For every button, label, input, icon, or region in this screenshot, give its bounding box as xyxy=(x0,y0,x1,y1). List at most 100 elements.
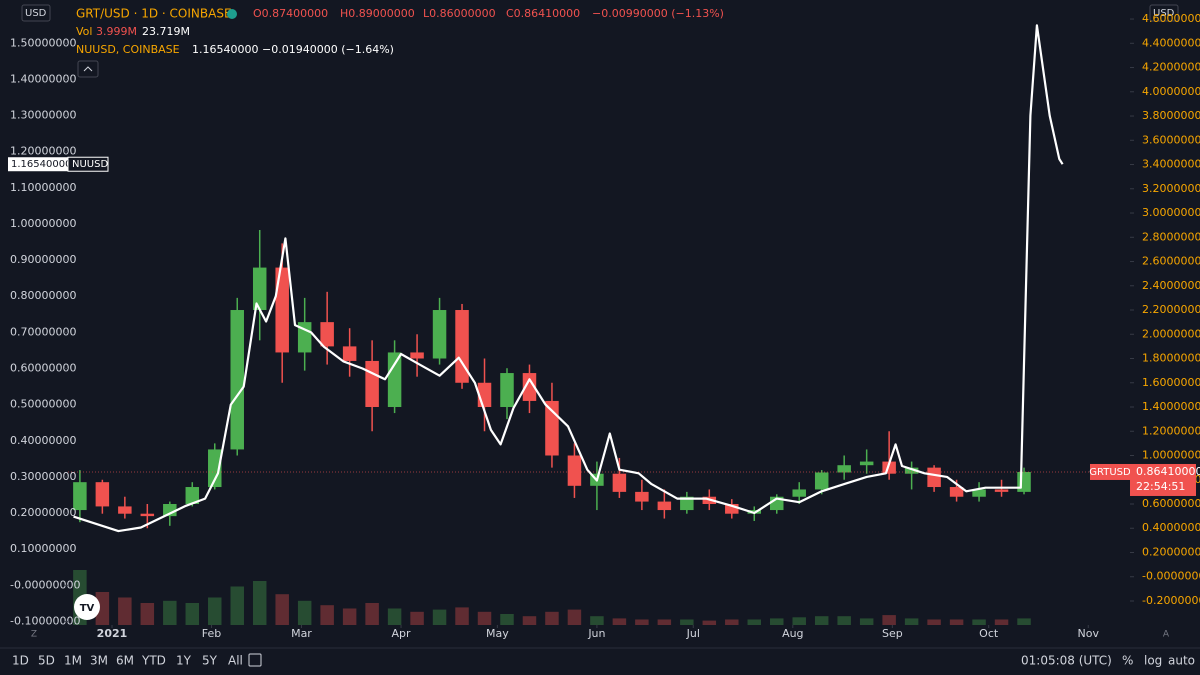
candle-body xyxy=(545,400,559,456)
volume-bar xyxy=(387,608,402,625)
y-tick-label: 0.60000000 xyxy=(10,361,76,374)
series-tag xyxy=(67,156,109,172)
candle-body xyxy=(297,322,312,353)
candle-body xyxy=(904,467,919,474)
compare-change: −0.01940000 (−1.64%) xyxy=(262,43,394,56)
y2-tick-label: 2.20000000 xyxy=(1142,303,1200,316)
logo xyxy=(74,594,100,620)
x-tick-label: Sep xyxy=(882,627,903,640)
price-tag xyxy=(1130,463,1196,496)
currency-left-label: USD xyxy=(25,8,47,19)
auto-toggle[interactable]: auto xyxy=(1168,654,1195,668)
volume-bar xyxy=(814,616,829,625)
y-tick-label: 0.50000000 xyxy=(10,398,76,411)
volume-ma: 23.719M xyxy=(142,25,190,38)
y2-tick-label: 3.60000000 xyxy=(1142,133,1200,146)
volume-bar xyxy=(702,620,717,625)
currency-right[interactable] xyxy=(1149,4,1179,22)
volume-bar xyxy=(95,592,110,625)
y-tick-label: 0.30000000 xyxy=(10,470,76,483)
y-tick-label: -0.00000000 xyxy=(10,578,80,591)
volume-bar xyxy=(455,607,469,625)
volume-bar xyxy=(837,616,851,625)
currency-left[interactable] xyxy=(21,4,51,22)
corner-right[interactable]: A xyxy=(1163,630,1170,640)
ohlc-low: L0.86000000 xyxy=(423,7,496,20)
x-tick-label: Jun xyxy=(587,627,605,640)
volume-bar xyxy=(342,608,357,625)
y2-tick-label: 1.60000000 xyxy=(1142,376,1200,389)
volume-value: 3.999M xyxy=(96,25,137,38)
y-tick-label: 0.40000000 xyxy=(10,434,76,447)
volume-bar xyxy=(657,619,672,625)
ohlc-close: C0.86410000 xyxy=(506,7,580,20)
series-tag xyxy=(1090,463,1130,480)
volume-bar xyxy=(320,605,334,625)
candle-body xyxy=(792,489,806,497)
y2-tick-label: 4.00000000 xyxy=(1142,85,1200,98)
range-button[interactable]: YTD xyxy=(141,654,166,668)
candle-body xyxy=(95,482,110,507)
volume-bar xyxy=(904,618,919,625)
percent-toggle[interactable]: % xyxy=(1122,654,1133,668)
y-tick-label: 1.50000000 xyxy=(10,36,76,49)
volume-bar xyxy=(994,619,1009,625)
candle-body xyxy=(410,352,424,359)
price-tag-label: 0.86410000 xyxy=(1136,465,1200,478)
log-toggle[interactable]: log xyxy=(1144,654,1162,668)
x-tick-label: Mar xyxy=(291,627,312,640)
series-tag-label: GRTUSD xyxy=(1089,467,1131,478)
range-button[interactable]: 1Y xyxy=(176,654,192,668)
range-button[interactable]: 1M xyxy=(64,654,82,668)
volume-bar xyxy=(927,619,941,625)
plot xyxy=(68,24,1130,625)
candle-body xyxy=(859,461,874,466)
candle-body xyxy=(73,482,87,511)
volume-bar xyxy=(545,611,559,625)
date-range-icon[interactable] xyxy=(248,653,262,667)
range-button[interactable]: 3M xyxy=(90,654,108,668)
candle-body xyxy=(455,310,469,383)
range-button[interactable]: 5Y xyxy=(202,654,218,668)
candle-body xyxy=(949,487,964,497)
candle-body xyxy=(275,267,289,353)
collapse-button[interactable] xyxy=(77,60,99,78)
candle-body xyxy=(612,473,627,492)
y-tick-label: 1.10000000 xyxy=(10,181,76,194)
ohlc-open: O0.87400000 xyxy=(253,7,328,20)
clock[interactable]: 01:05:08 (UTC) xyxy=(1021,654,1112,668)
candle-body xyxy=(522,373,537,401)
range-button[interactable]: 5D xyxy=(38,654,55,668)
x-tick-label: Feb xyxy=(202,627,221,640)
volume-bar xyxy=(477,611,492,625)
y-tick-label: 1.40000000 xyxy=(10,72,76,85)
y-tick-label: 0.20000000 xyxy=(10,506,76,519)
candle-body xyxy=(140,513,155,517)
y2-tick-label: 3.80000000 xyxy=(1142,109,1200,122)
volume-bar xyxy=(567,609,582,625)
range-button[interactable]: All xyxy=(228,654,243,668)
y-tick-label: -0.10000000 xyxy=(10,614,80,627)
volume-bar xyxy=(140,603,155,625)
x-tick-label: Jul xyxy=(686,627,700,640)
corner-left[interactable]: Z xyxy=(31,630,37,640)
symbol: GRT/USD · 1D · COINBASE xyxy=(76,7,232,21)
candle-body xyxy=(972,489,986,497)
logo-mark: TV xyxy=(80,603,95,614)
price-tag-label: 1.16540000 xyxy=(11,159,71,170)
volume-bar xyxy=(500,614,514,625)
range-button[interactable]: 1D xyxy=(12,654,29,668)
volume-label: Vol xyxy=(76,25,92,38)
x-tick-label: May xyxy=(486,627,509,640)
x-tick-label: Oct xyxy=(979,627,999,640)
volume-bar xyxy=(972,619,986,625)
y-tick-label: 1.00000000 xyxy=(10,217,76,230)
y-tick-label: 1.20000000 xyxy=(10,145,76,158)
range-button[interactable]: 6M xyxy=(116,654,134,668)
y2-tick-label: 2.00000000 xyxy=(1142,327,1200,340)
volume-bar xyxy=(859,618,874,625)
y2-tick-label: 4.20000000 xyxy=(1142,61,1200,74)
y-tick-label: 1.30000000 xyxy=(10,109,76,122)
